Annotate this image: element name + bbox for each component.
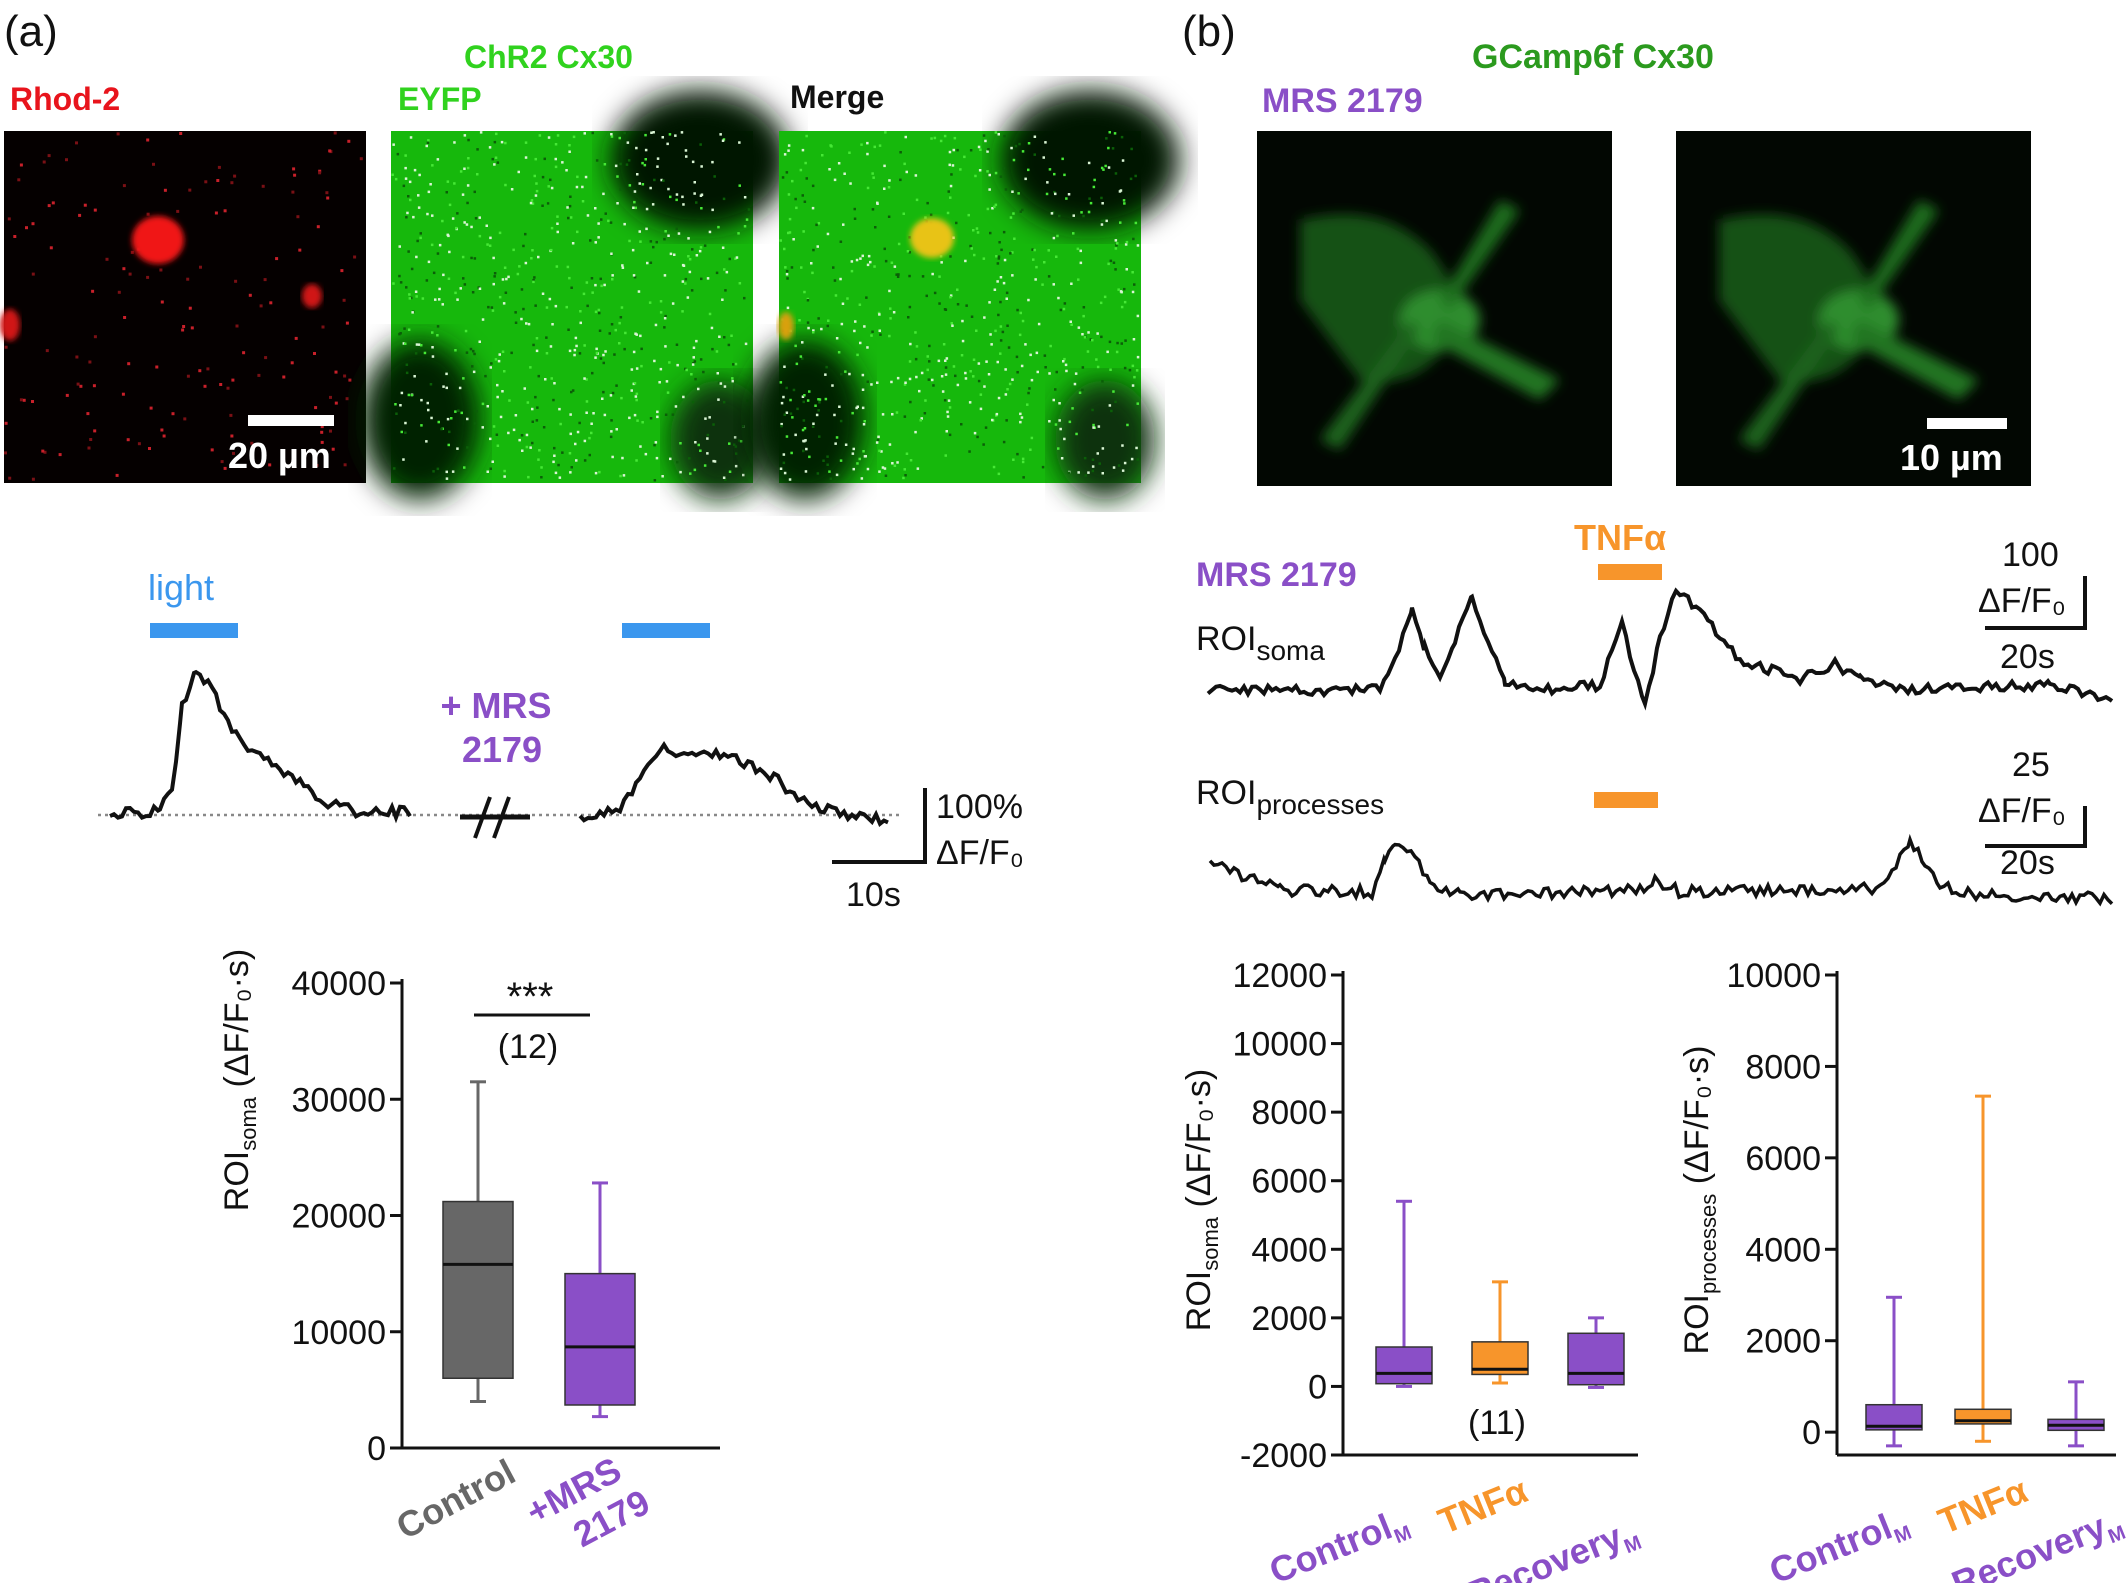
tnf-label: TNFα bbox=[1574, 517, 1666, 558]
box-2 bbox=[1954, 1094, 2012, 1443]
scalebar-10um: 10 µm bbox=[1900, 437, 2003, 478]
y-tick-label: 4000 bbox=[1745, 1231, 1821, 1269]
light-bar-1 bbox=[150, 623, 238, 638]
panel-b-label: (b) bbox=[1182, 7, 1236, 56]
mrs-label-1: + MRS bbox=[440, 685, 551, 726]
gcamp-image-1 bbox=[1257, 131, 1612, 486]
scale-a-x: 10s bbox=[846, 876, 901, 914]
svg-text:ControlM: ControlM bbox=[1764, 1499, 1915, 1583]
y-tick-label: 2000 bbox=[1745, 1323, 1821, 1361]
box-2 bbox=[1471, 1280, 1529, 1385]
y-tick-label: 10000 bbox=[291, 1314, 386, 1352]
n-label-b: (11) bbox=[1468, 1404, 1526, 1442]
axis-break bbox=[460, 796, 530, 839]
gcamp-image-2: 10 µm bbox=[1676, 131, 2031, 486]
scale-bar-b1 bbox=[1985, 576, 2087, 630]
y-tick-label: 10000 bbox=[1232, 1026, 1327, 1064]
y-tick-label: 40000 bbox=[291, 965, 386, 1003]
scale-b2-x: 20s bbox=[2000, 844, 2055, 882]
trace-soma bbox=[1206, 587, 2114, 711]
scale-bar-b2 bbox=[1985, 806, 2087, 848]
svg-text:TNFα: TNFα bbox=[1432, 1469, 1533, 1542]
box-chart-soma: -2000 0 2000 4000 6000 8000 10000 12000 bbox=[1232, 957, 1638, 1475]
merge-image bbox=[745, 90, 1180, 500]
scale-b1-y: 100 bbox=[2002, 536, 2059, 574]
ylabel-a: ROIsoma (ΔF/F₀·s) bbox=[218, 949, 261, 1211]
svg-text:TNFα: TNFα bbox=[1932, 1469, 2033, 1542]
roi-proc-label: ROIprocesses bbox=[1196, 774, 1384, 820]
y-tick-label: -2000 bbox=[1240, 1437, 1327, 1475]
trace-control bbox=[109, 669, 412, 824]
trace-mrs bbox=[578, 740, 889, 828]
mrs-trace-label: MRS 2179 bbox=[1196, 556, 1357, 594]
trace-processes bbox=[1208, 833, 2114, 907]
svg-text:ROIsoma (ΔF/F₀·s): ROIsoma (ΔF/F₀·s) bbox=[1180, 1069, 1223, 1331]
y-tick-label: 8000 bbox=[1251, 1094, 1327, 1132]
eyfp-label: EYFP bbox=[398, 81, 482, 117]
y-tick-label: 4000 bbox=[1251, 1231, 1327, 1269]
y-tick-label: 10000 bbox=[1726, 957, 1821, 995]
y-tick-label: 20000 bbox=[291, 1198, 386, 1236]
box-chart-processes: 0 2000 4000 6000 8000 10000 bbox=[1726, 957, 2116, 1457]
svg-text:ROIprocesses (ΔF/F₀·s): ROIprocesses (ΔF/F₀·s) bbox=[1678, 1046, 1721, 1355]
light-bar-2 bbox=[622, 623, 710, 638]
box-1 bbox=[1865, 1295, 1923, 1448]
y-tick-label: 0 bbox=[1802, 1414, 1821, 1452]
y-tick-label: 6000 bbox=[1251, 1163, 1327, 1201]
cat-b2-control: ControlM bbox=[1764, 1499, 1915, 1583]
mrs-label-2: 2179 bbox=[462, 729, 542, 770]
merge-label: Merge bbox=[790, 79, 884, 115]
y-tick-label: 12000 bbox=[1232, 957, 1327, 995]
svg-text:ROIsoma (ΔF/F₀·s): ROIsoma (ΔF/F₀·s) bbox=[218, 949, 261, 1211]
svg-text:ControlM: ControlM bbox=[1264, 1499, 1415, 1583]
rhod2-label: Rhod-2 bbox=[10, 81, 120, 117]
mrs-image-label: MRS 2179 bbox=[1262, 82, 1423, 120]
cat-b2-tnf: TNFα bbox=[1932, 1469, 2033, 1542]
y-tick-label: 30000 bbox=[291, 1081, 386, 1119]
panel-a-label: (a) bbox=[4, 7, 58, 56]
eyfp-image bbox=[360, 90, 790, 500]
scale-b1-unit: ΔF/F₀ bbox=[1978, 582, 2066, 620]
y-tick-label: 0 bbox=[367, 1430, 386, 1468]
scale-a-y: 100% bbox=[936, 788, 1023, 826]
chr2-label: ChR2 Cx30 bbox=[464, 39, 633, 75]
y-tick-label: 0 bbox=[1308, 1368, 1327, 1406]
box-1 bbox=[1375, 1199, 1433, 1388]
sig-stars: *** bbox=[507, 975, 554, 1019]
scale-b2-unit: ΔF/F₀ bbox=[1978, 792, 2066, 830]
roi-soma-label: ROIsoma bbox=[1196, 620, 1325, 666]
box-3 bbox=[1567, 1316, 1625, 1389]
box-body bbox=[564, 1272, 636, 1406]
cat-control: Control bbox=[390, 1451, 522, 1547]
box-1 bbox=[442, 1080, 514, 1403]
y-tick-label: 8000 bbox=[1745, 1048, 1821, 1086]
cat-b1-tnf: TNFα bbox=[1432, 1469, 1533, 1542]
scale-b1-x: 20s bbox=[2000, 638, 2055, 676]
tnf-bar-1 bbox=[1598, 564, 1662, 580]
scale-a-unit: ΔF/F₀ bbox=[936, 834, 1024, 872]
box-body bbox=[1375, 1346, 1433, 1385]
n-label-a: (12) bbox=[498, 1028, 558, 1066]
box-body bbox=[442, 1200, 514, 1380]
box-body bbox=[1567, 1332, 1625, 1386]
tnf-bar-2 bbox=[1594, 792, 1658, 808]
rhod2-image: 20 µm bbox=[0, 131, 366, 483]
scalebar-20um: 20 µm bbox=[228, 435, 331, 476]
ylabel-b1: ROIsoma (ΔF/F₀·s) bbox=[1180, 1069, 1223, 1331]
cat-b1-control: ControlM bbox=[1264, 1499, 1415, 1583]
gcamp-title: GCamp6f Cx30 bbox=[1472, 38, 1714, 76]
box-3 bbox=[2047, 1380, 2105, 1448]
scale-b2-y: 25 bbox=[2012, 746, 2050, 784]
light-label: light bbox=[148, 567, 214, 608]
cat-mrs: +MRS 2179 bbox=[519, 1449, 656, 1555]
ylabel-b2: ROIprocesses (ΔF/F₀·s) bbox=[1678, 1046, 1721, 1355]
box-chart-a: 0 10000 20000 30000 40000 bbox=[291, 965, 720, 1468]
y-tick-label: 2000 bbox=[1251, 1300, 1327, 1338]
scale-bar-a bbox=[832, 788, 927, 864]
y-tick-label: 6000 bbox=[1745, 1140, 1821, 1178]
box-2 bbox=[564, 1181, 636, 1419]
